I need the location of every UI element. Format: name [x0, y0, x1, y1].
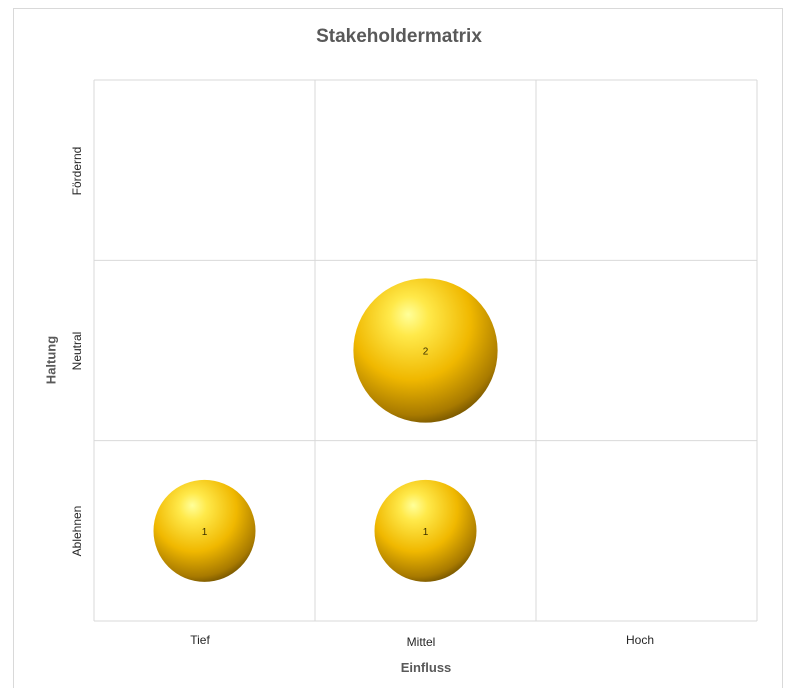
bubble-data-label: 2	[423, 347, 429, 358]
x-tick-label: Tief	[190, 633, 210, 647]
x-tick-label: Mittel	[406, 635, 436, 649]
bubble-marker	[374, 479, 477, 582]
y-axis-title: Haltung	[43, 335, 59, 385]
bubble-marker	[153, 479, 256, 582]
y-tick-label: Fördernd	[70, 146, 84, 196]
bubble: 1	[153, 479, 256, 582]
bubble-data-label: 1	[202, 527, 208, 538]
y-tick-label: Neutral	[70, 331, 84, 371]
x-tick-label: Hoch	[625, 633, 655, 647]
bubble-marker	[353, 278, 498, 423]
bubble-data-label: 1	[423, 527, 429, 538]
bubble: 1	[374, 479, 477, 582]
bubble: 2	[353, 278, 498, 423]
y-tick-label: Ablehnen	[70, 505, 84, 557]
x-axis-title: Einfluss	[400, 660, 452, 675]
chart-title: Stakeholdermatrix	[316, 26, 482, 47]
